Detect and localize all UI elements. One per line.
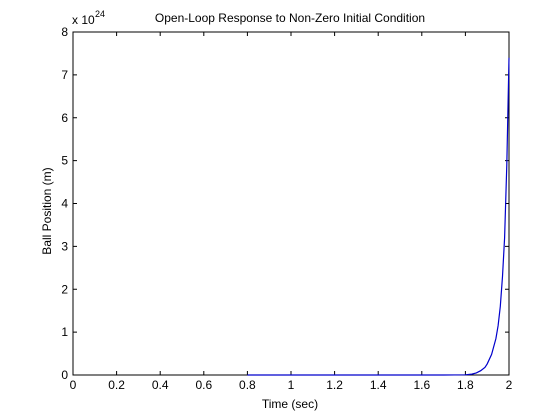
y-axis-label: Ball Position (m) (40, 167, 54, 254)
x-tick-label: 0 (70, 378, 77, 392)
y-tick-label: 4 (61, 197, 68, 211)
x-tick-label: 0.2 (108, 378, 125, 392)
x-tick-label: 0.8 (239, 378, 256, 392)
y-tick-label: 0 (61, 368, 68, 382)
series-layer (247, 57, 510, 376)
y-tick-label: 3 (61, 239, 68, 253)
x-tick-label: 0.6 (195, 378, 212, 392)
y-tick-label: 5 (61, 154, 68, 168)
x-axis-label: Time (sec) (262, 397, 318, 411)
y-tick-label: 6 (61, 111, 68, 125)
x-tick-label: 1.4 (370, 378, 387, 392)
x-tick-label: 1 (288, 378, 295, 392)
x-axis-ticks: 0 0.2 0.4 0.6 0.8 1 1.2 1.4 1.6 1.8 2 (70, 32, 513, 392)
y-tick-label: 8 (61, 25, 68, 39)
y-tick-label: 2 (61, 282, 68, 296)
y-exponent-base: x 10 (72, 13, 95, 27)
x-tick-label: 1.6 (413, 378, 430, 392)
y-tick-label: 7 (61, 68, 68, 82)
series-line (247, 57, 510, 376)
x-tick-label: 1.8 (457, 378, 474, 392)
y-exponent-power: 24 (95, 9, 105, 19)
x-tick-label: 1.2 (326, 378, 343, 392)
plot-area (72, 31, 510, 376)
chart-title: Open-Loop Response to Non-Zero Initial C… (155, 11, 425, 25)
y-axis-ticks: 0 1 2 3 4 5 6 7 8 (61, 25, 509, 382)
x-tick-label: 0.4 (152, 378, 169, 392)
y-tick-label: 1 (61, 325, 68, 339)
x-tick-label: 2 (506, 378, 513, 392)
